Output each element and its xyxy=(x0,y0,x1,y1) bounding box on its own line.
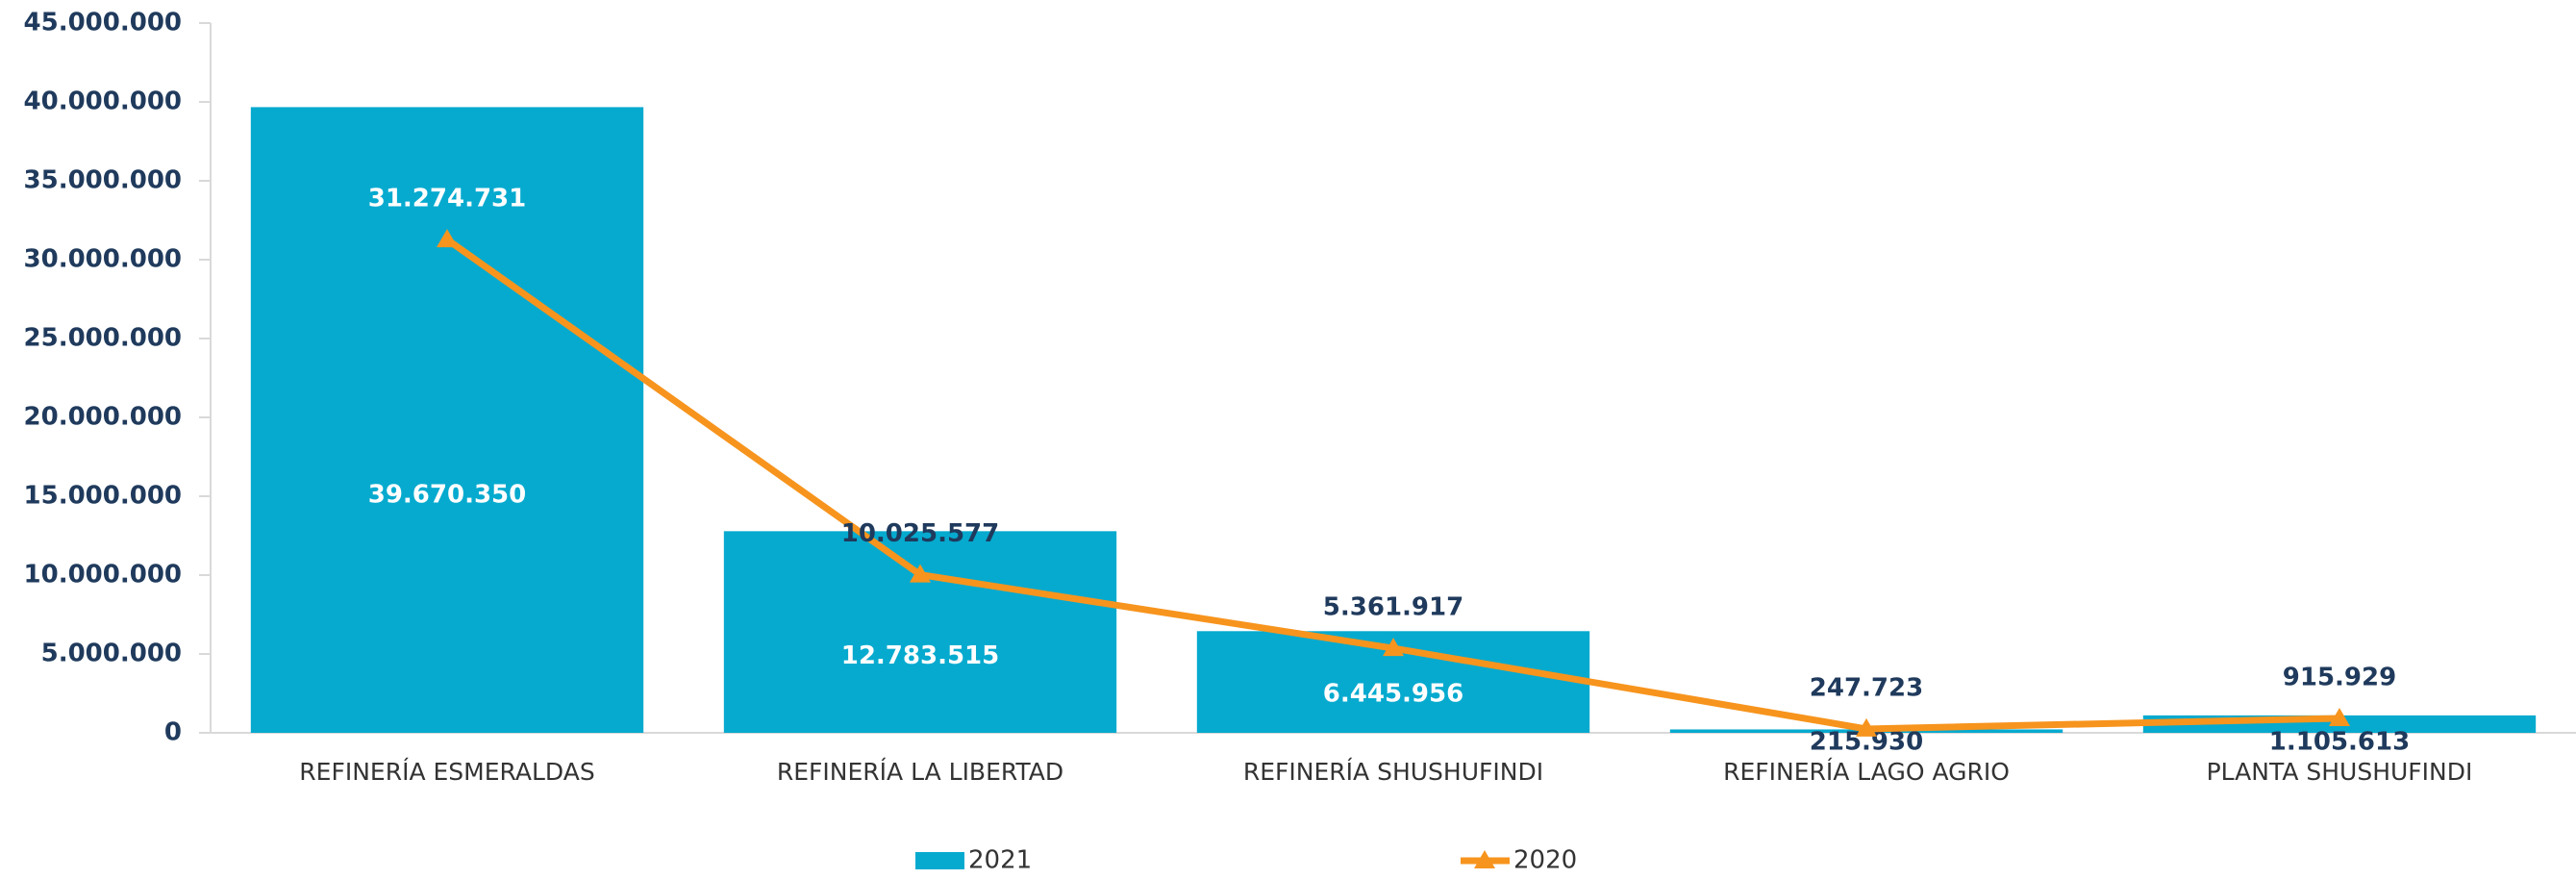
legend-marker xyxy=(1474,850,1495,868)
line-value-label: 247.723 xyxy=(1810,673,1923,702)
line-marker xyxy=(2329,707,2350,726)
line-marker xyxy=(1856,717,1877,737)
line-value-label: 915.929 xyxy=(2283,663,2396,691)
x-tick-label: REFINERÍA LA LIBERTAD xyxy=(777,758,1063,786)
x-tick-label: PLANTA SHUSHUFINDI xyxy=(2207,758,2473,786)
line-value-label: 31.274.731 xyxy=(368,185,526,213)
y-tick-label: 35.000.000 xyxy=(24,166,182,195)
line-value-label: 10.025.577 xyxy=(841,519,999,548)
y-tick-label: 20.000.000 xyxy=(24,403,182,432)
legend-label: 2021 xyxy=(968,846,1032,875)
x-tick-label: REFINERÍA ESMERALDAS xyxy=(299,758,594,786)
y-tick-label: 40.000.000 xyxy=(24,88,182,116)
y-tick-label: 15.000.000 xyxy=(24,482,182,511)
bar-value-label: 39.670.350 xyxy=(368,480,526,509)
y-tick-label: 0 xyxy=(164,718,182,747)
y-tick-label: 45.000.000 xyxy=(24,9,182,38)
bar xyxy=(250,107,644,734)
line-value-label: 5.361.917 xyxy=(1323,593,1463,622)
bar-value-label: 1.105.613 xyxy=(2269,728,2410,757)
y-tick-label: 25.000.000 xyxy=(24,324,182,353)
bar-value-label: 6.445.956 xyxy=(1323,679,1463,708)
bar xyxy=(723,531,1117,733)
legend-label: 2020 xyxy=(1513,846,1577,875)
line-marker xyxy=(910,564,931,583)
legend-swatch xyxy=(915,852,964,869)
line-marker xyxy=(1383,638,1404,657)
x-tick-label: REFINERÍA LAGO AGRIO xyxy=(1723,758,2010,786)
y-tick-label: 30.000.000 xyxy=(24,245,182,274)
line-marker xyxy=(437,229,458,248)
y-tick-label: 10.000.000 xyxy=(24,561,182,590)
y-tick-label: 5.000.000 xyxy=(41,640,182,668)
bar-value-label: 12.783.515 xyxy=(841,641,999,670)
x-tick-label: REFINERÍA SHUSHUFINDI xyxy=(1243,758,1543,786)
